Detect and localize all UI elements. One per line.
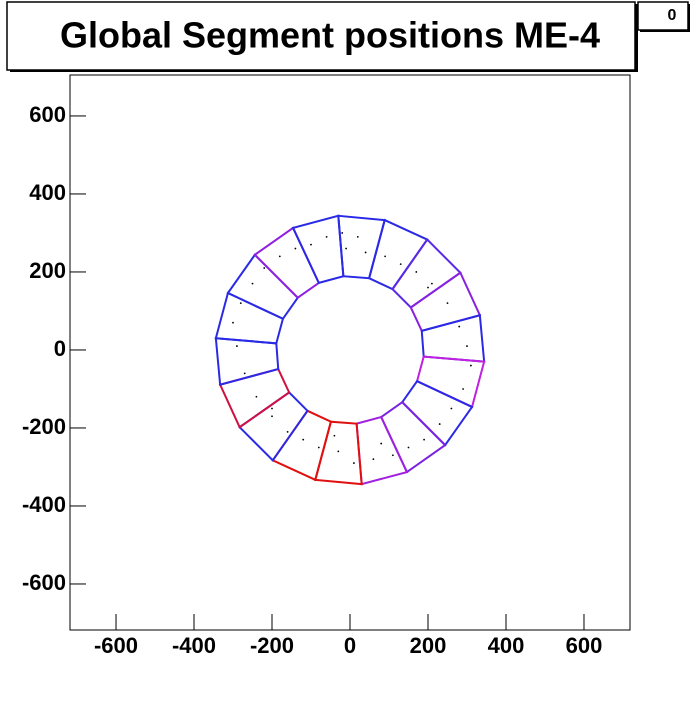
segment-point xyxy=(415,271,418,273)
segment-point xyxy=(278,255,281,258)
chamber-outline xyxy=(291,214,345,285)
segment-point xyxy=(364,251,367,254)
segment-point xyxy=(407,446,410,449)
x-tick-label: -200 xyxy=(250,633,294,658)
segment-point xyxy=(384,255,386,258)
segment-point xyxy=(271,415,273,418)
y-tick-label: 600 xyxy=(29,102,66,127)
segment-point xyxy=(271,407,273,410)
x-tick-label: -400 xyxy=(172,633,216,658)
segment-point xyxy=(427,286,429,289)
x-tick-label: -600 xyxy=(94,633,138,658)
segment-point xyxy=(310,243,312,246)
y-tick-label: 400 xyxy=(29,180,66,205)
segment-point xyxy=(430,282,433,285)
stat-value: 0 xyxy=(668,7,677,24)
segment-point xyxy=(399,263,402,266)
x-tick-label: 0 xyxy=(344,633,356,658)
y-tick-label: -200 xyxy=(22,414,66,439)
segment-point xyxy=(263,267,266,269)
segment-point xyxy=(462,388,464,390)
segment-point xyxy=(232,321,234,324)
segment-point xyxy=(255,395,258,398)
segment-point xyxy=(333,434,336,437)
x-tick-label: 600 xyxy=(566,633,603,658)
segment-point xyxy=(236,345,238,347)
segment-point xyxy=(286,430,289,433)
segment-point xyxy=(325,235,328,238)
segment-point xyxy=(345,247,348,250)
segment-point xyxy=(294,247,297,250)
y-tick-label: 0 xyxy=(54,336,66,361)
y-tick-label: 200 xyxy=(29,258,66,283)
segment-point xyxy=(458,325,461,328)
segment-point xyxy=(380,442,383,445)
segment-point xyxy=(302,438,305,441)
segment-point xyxy=(317,446,320,449)
segment-point xyxy=(239,302,242,305)
chart-title: Global Segment positions ME-4 xyxy=(60,15,600,56)
y-tick-label: -600 xyxy=(22,570,66,595)
segment-point xyxy=(243,372,246,375)
segment-point xyxy=(466,345,468,347)
x-tick-label: 200 xyxy=(410,633,447,658)
title-box xyxy=(6,1,636,71)
segment-point xyxy=(251,282,254,285)
stat-box xyxy=(637,1,689,31)
segment-point xyxy=(391,454,394,457)
segment-point xyxy=(372,458,375,461)
segment-point xyxy=(423,438,425,441)
y-tick-label: -400 xyxy=(22,492,66,517)
segment-point xyxy=(337,450,340,453)
segment-point xyxy=(469,364,472,367)
segment-point xyxy=(352,462,355,464)
segment-point xyxy=(356,235,359,238)
segment-point xyxy=(450,407,453,410)
x-tick-label: 400 xyxy=(488,633,525,658)
segment-point xyxy=(438,423,441,425)
segment-point xyxy=(341,232,344,234)
segment-point xyxy=(446,302,449,305)
